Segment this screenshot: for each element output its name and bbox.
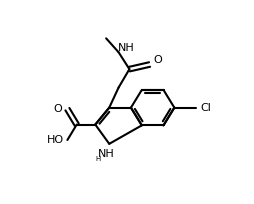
Text: O: O (54, 104, 62, 114)
Text: HO: HO (46, 135, 64, 145)
Text: NH: NH (98, 149, 115, 159)
Text: Cl: Cl (201, 103, 212, 113)
Text: H: H (96, 156, 101, 162)
Text: NH: NH (118, 43, 135, 53)
Text: O: O (153, 55, 162, 65)
